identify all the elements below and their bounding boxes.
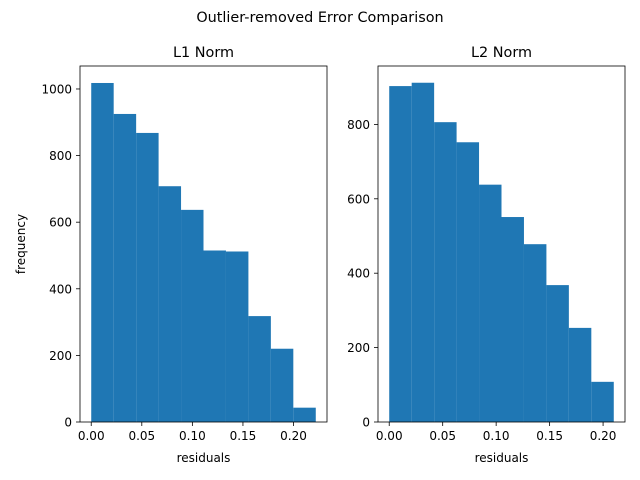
histogram-bar bbox=[479, 184, 502, 422]
x-axis-label: residuals bbox=[475, 451, 529, 465]
histogram-bar bbox=[181, 209, 204, 422]
histogram-bar bbox=[591, 381, 614, 422]
x-tick-label: 0.20 bbox=[280, 429, 307, 443]
y-tick-label: 0 bbox=[362, 416, 370, 430]
y-axis-label: frequency bbox=[14, 214, 28, 274]
histogram-bar bbox=[546, 285, 569, 422]
x-tick-label: 0.15 bbox=[230, 429, 257, 443]
y-tick-label: 400 bbox=[347, 267, 370, 281]
histogram-bar bbox=[293, 407, 316, 422]
histogram-bar bbox=[523, 244, 547, 422]
y-tick-label: 200 bbox=[49, 349, 72, 363]
x-tick-label: 0.05 bbox=[429, 429, 456, 443]
histogram-bar bbox=[501, 217, 524, 422]
axes-frame bbox=[377, 65, 626, 423]
y-tick-label: 400 bbox=[49, 282, 72, 296]
y-tick-label: 800 bbox=[49, 149, 72, 163]
axes-frame bbox=[79, 65, 328, 423]
x-tick-label: 0.10 bbox=[179, 429, 206, 443]
y-tick-label: 1000 bbox=[41, 82, 72, 96]
y-tick-label: 200 bbox=[347, 341, 370, 355]
histogram-bar bbox=[411, 82, 435, 423]
histogram-bar bbox=[136, 132, 159, 423]
x-tick-label: 0.15 bbox=[536, 429, 563, 443]
x-tick-label: 0.00 bbox=[78, 429, 105, 443]
histogram-bar bbox=[456, 142, 480, 422]
histogram-bar bbox=[568, 327, 592, 422]
axes-title: L2 Norm bbox=[471, 45, 532, 61]
histogram-bar bbox=[158, 186, 182, 422]
panel-l2-norm: 0.00 0.05 0.10 0.15 0.20 0 200 400 600 800 L2 Norm… bbox=[347, 45, 626, 465]
histogram-bar bbox=[113, 113, 137, 422]
y-tick-label: 600 bbox=[347, 192, 370, 206]
panel-l1-norm: 0.00 0.05 0.10 0.15 0.20 0 200 400 600 800 1000 L1 … bbox=[14, 45, 328, 465]
histogram-bar bbox=[270, 348, 294, 422]
y-tick-label: 800 bbox=[347, 118, 370, 132]
x-axis-label: residuals bbox=[177, 451, 231, 465]
x-tick-label: 0.10 bbox=[483, 429, 510, 443]
histogram-bar bbox=[225, 251, 249, 422]
y-tick-label: 600 bbox=[49, 216, 72, 230]
x-tick-label: 0.05 bbox=[128, 429, 155, 443]
axes-title: L1 Norm bbox=[173, 45, 234, 61]
y-tick-label: 0 bbox=[64, 416, 72, 430]
histogram-bar bbox=[203, 250, 226, 422]
figure-suptitle: Outlier-removed Error Comparison bbox=[196, 10, 443, 26]
x-tick-label: 0.00 bbox=[376, 429, 403, 443]
histogram-bar bbox=[389, 86, 412, 423]
histogram-bar bbox=[434, 122, 457, 422]
histogram-bar bbox=[248, 316, 271, 422]
x-tick-label: 0.20 bbox=[590, 429, 617, 443]
histogram-bar bbox=[91, 82, 114, 422]
